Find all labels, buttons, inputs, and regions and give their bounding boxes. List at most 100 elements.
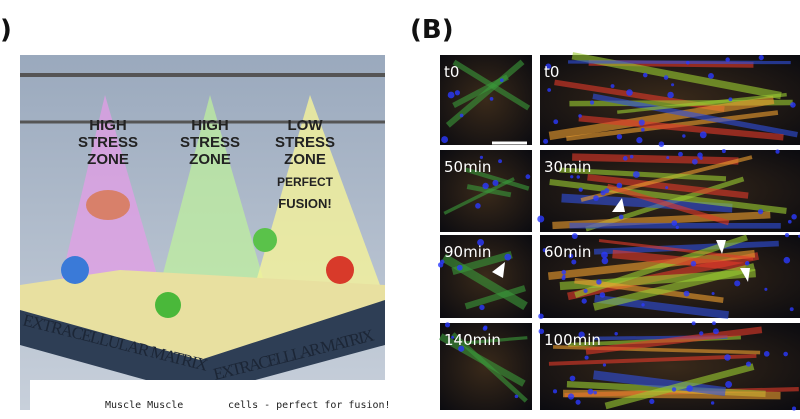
nucleus bbox=[671, 220, 678, 226]
nucleus bbox=[725, 57, 730, 62]
nucleus bbox=[638, 119, 645, 126]
nucleus bbox=[626, 89, 633, 96]
nucleus bbox=[734, 280, 741, 287]
fiber bbox=[612, 249, 746, 272]
nucleus bbox=[712, 321, 716, 326]
microscopy: t0 50min 90min 140min t0 30min 60min 100min bbox=[437, 52, 800, 411]
nucleus bbox=[712, 328, 719, 335]
nucleus bbox=[683, 290, 690, 297]
nucleus bbox=[444, 322, 451, 328]
nucleus bbox=[692, 158, 698, 165]
fiber bbox=[606, 183, 730, 226]
nucleus bbox=[537, 215, 545, 223]
nucleus bbox=[584, 355, 589, 360]
fiber bbox=[587, 174, 749, 199]
fiber bbox=[464, 167, 530, 191]
zone-label: HIGH STRESS ZONE bbox=[78, 117, 138, 168]
nucleus bbox=[482, 182, 489, 190]
nucleus bbox=[489, 97, 494, 101]
fiber bbox=[549, 178, 787, 214]
nucleus bbox=[699, 131, 707, 139]
nucleus bbox=[492, 179, 499, 186]
nucleus bbox=[658, 141, 665, 147]
fiber bbox=[464, 285, 526, 310]
nucleus bbox=[665, 186, 669, 190]
nucleus bbox=[616, 182, 623, 189]
nucleus bbox=[724, 354, 731, 361]
nucleus bbox=[636, 137, 643, 144]
nucleus bbox=[783, 351, 788, 357]
nucleus bbox=[614, 332, 618, 336]
fiber bbox=[553, 345, 761, 355]
nucleus bbox=[561, 269, 567, 275]
nucleus bbox=[745, 361, 752, 367]
nucleus bbox=[578, 114, 582, 118]
nucleus bbox=[791, 214, 797, 220]
nucleus bbox=[763, 351, 770, 357]
fiber bbox=[548, 353, 757, 366]
nucleus bbox=[479, 304, 485, 311]
nucleus bbox=[596, 279, 602, 285]
time-label: t0 bbox=[444, 63, 459, 81]
nucleus bbox=[576, 175, 580, 179]
nucleus bbox=[787, 219, 792, 224]
arrowhead bbox=[716, 240, 726, 254]
nucleus bbox=[525, 174, 531, 180]
fiber bbox=[592, 370, 726, 396]
nucleus bbox=[775, 149, 780, 154]
nucleus bbox=[783, 256, 791, 264]
nucleus bbox=[599, 292, 606, 298]
nucleus bbox=[514, 394, 519, 399]
nucleus bbox=[675, 225, 679, 230]
nucleus bbox=[571, 233, 578, 240]
nucleus bbox=[538, 313, 544, 319]
nucleus bbox=[711, 291, 715, 296]
nucleus bbox=[642, 72, 648, 78]
nucleus bbox=[685, 60, 690, 65]
nucleus bbox=[604, 188, 610, 194]
fiber bbox=[585, 326, 763, 355]
nucleus bbox=[475, 203, 481, 209]
nucleus bbox=[622, 156, 628, 161]
cartoon bbox=[20, 55, 385, 410]
nucleus bbox=[699, 331, 704, 336]
nucleus bbox=[451, 335, 455, 339]
nucleus bbox=[663, 75, 669, 80]
nucleus bbox=[618, 214, 624, 220]
fiber bbox=[580, 155, 753, 202]
nucleus bbox=[441, 136, 449, 143]
nucleus bbox=[784, 233, 790, 238]
nucleus bbox=[671, 387, 677, 392]
nucleus bbox=[578, 331, 585, 338]
nucleus bbox=[552, 389, 558, 394]
nucleus bbox=[456, 264, 463, 271]
nucleus bbox=[570, 175, 574, 179]
nucleus bbox=[459, 113, 464, 118]
nucleus bbox=[593, 195, 599, 201]
fiber bbox=[463, 336, 528, 345]
nucleus bbox=[707, 72, 714, 79]
nucleus bbox=[789, 307, 794, 312]
nucleus bbox=[479, 155, 484, 159]
nucleus bbox=[678, 151, 683, 157]
nucleus bbox=[567, 393, 575, 400]
fiber bbox=[592, 93, 798, 138]
time-label: 90min bbox=[444, 243, 491, 261]
nucleus bbox=[437, 262, 444, 268]
nucleus bbox=[578, 187, 583, 192]
fiber bbox=[604, 363, 755, 410]
arrowhead bbox=[492, 262, 505, 278]
panel-label: ) bbox=[0, 15, 12, 45]
nucleus bbox=[477, 238, 485, 246]
arrowhead bbox=[612, 198, 625, 212]
nucleus bbox=[601, 257, 609, 265]
nucleus bbox=[616, 133, 623, 140]
nucleus bbox=[640, 127, 645, 132]
nucleus bbox=[721, 149, 726, 154]
nucleus bbox=[587, 388, 594, 395]
arrowhead bbox=[740, 268, 750, 282]
fiber bbox=[568, 60, 791, 65]
time-label: 140min bbox=[444, 331, 501, 349]
nucleus bbox=[454, 90, 461, 96]
nucleus bbox=[725, 380, 733, 388]
